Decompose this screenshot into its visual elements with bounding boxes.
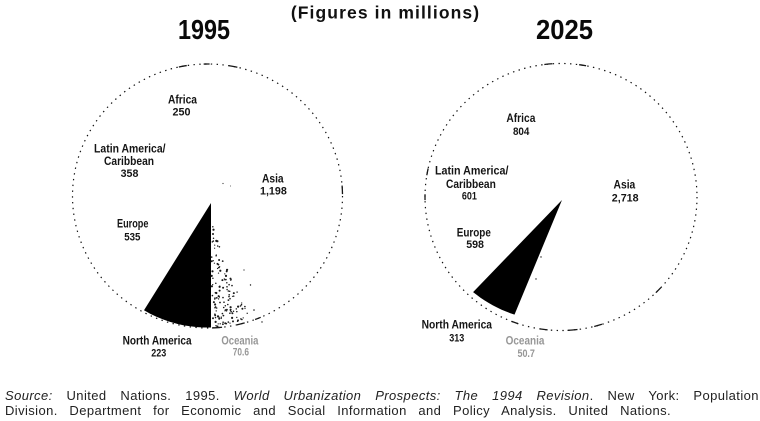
- svg-text:804: 804: [513, 126, 530, 138]
- svg-text:Asia: Asia: [614, 177, 636, 191]
- svg-text:North America: North America: [422, 318, 493, 332]
- svg-text:223: 223: [151, 347, 166, 359]
- svg-text:Europe: Europe: [457, 225, 491, 239]
- svg-text:2,718: 2,718: [612, 192, 639, 204]
- svg-text:250: 250: [173, 107, 191, 119]
- svg-text:North America: North America: [123, 333, 192, 347]
- svg-text:Latin America/: Latin America/: [94, 141, 166, 155]
- svg-text:313: 313: [449, 332, 464, 344]
- svg-text:50.7: 50.7: [517, 348, 535, 360]
- svg-text:Oceania: Oceania: [506, 334, 545, 348]
- svg-text:Africa: Africa: [168, 92, 197, 106]
- svg-text:Europe: Europe: [117, 216, 149, 230]
- svg-text:70.6: 70.6: [233, 347, 249, 359]
- svg-text:358: 358: [121, 168, 139, 180]
- svg-text:(Figures in millions): (Figures in millions): [291, 3, 480, 23]
- svg-text:1995: 1995: [178, 14, 230, 45]
- svg-text:535: 535: [124, 232, 140, 244]
- svg-text:Africa: Africa: [506, 111, 535, 125]
- svg-text:Latin America/: Latin America/: [435, 164, 509, 178]
- svg-text:Caribbean: Caribbean: [104, 154, 154, 168]
- svg-text:2025: 2025: [536, 14, 593, 45]
- svg-text:Caribbean: Caribbean: [446, 177, 496, 191]
- svg-text:598: 598: [466, 239, 484, 251]
- svg-text:Asia: Asia: [262, 171, 284, 185]
- svg-text:Oceania: Oceania: [221, 333, 258, 347]
- svg-text:1,198: 1,198: [260, 186, 287, 198]
- svg-text:601: 601: [462, 191, 477, 203]
